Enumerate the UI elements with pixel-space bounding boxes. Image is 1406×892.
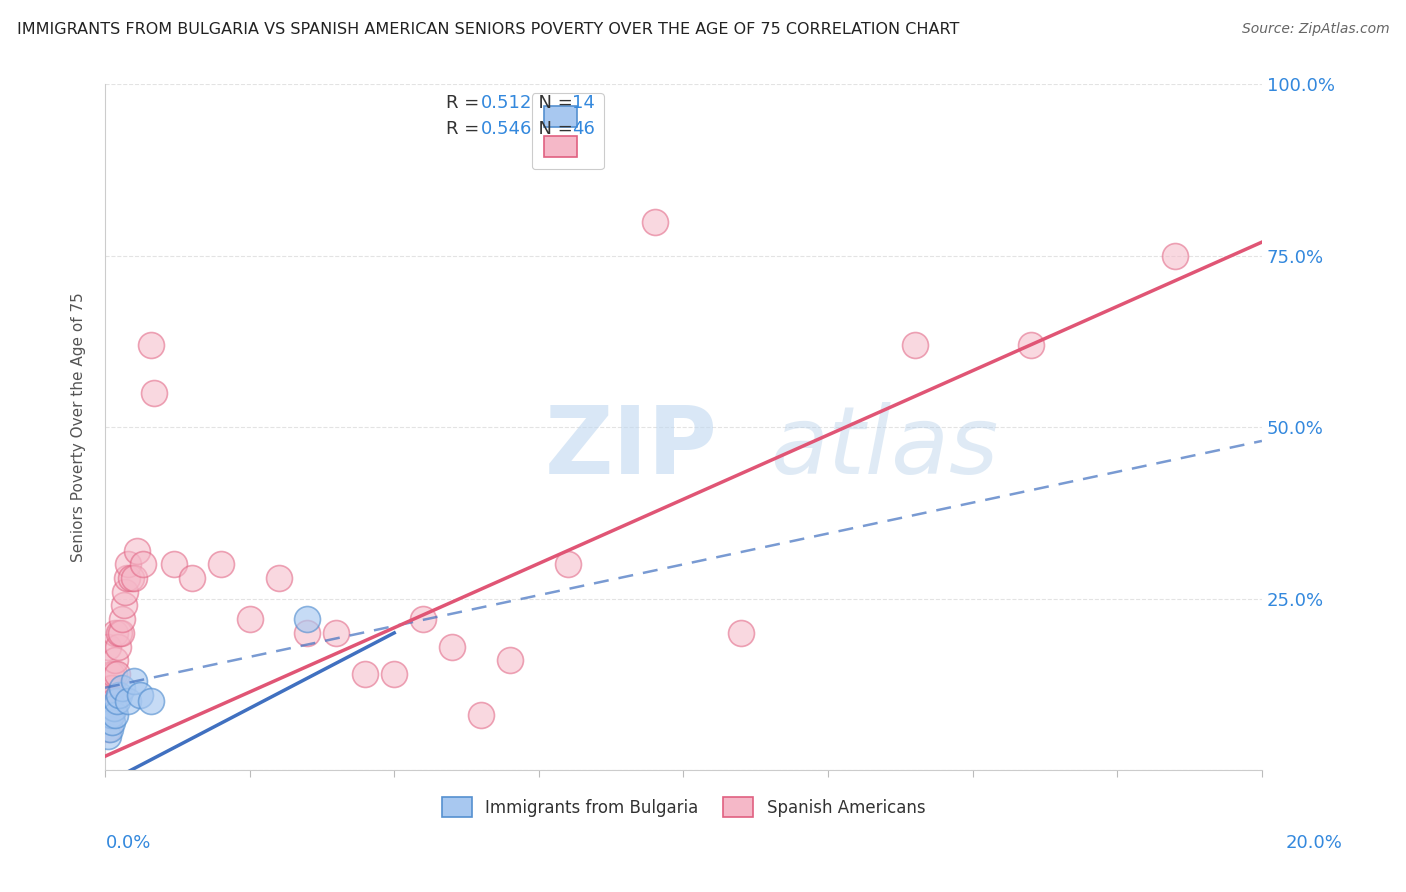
Point	[100, 708, 122, 723]
Text: 46: 46	[572, 120, 595, 137]
Point	[104, 708, 127, 723]
Legend: Immigrants from Bulgaria, Spanish Americans: Immigrants from Bulgaria, Spanish Americ…	[434, 791, 932, 823]
Point	[141, 338, 163, 352]
Point	[108, 626, 131, 640]
Text: 14: 14	[572, 95, 595, 112]
Text: atlas: atlas	[770, 402, 998, 493]
Point	[97, 722, 120, 736]
Point	[105, 694, 128, 708]
Text: 0.546: 0.546	[481, 120, 533, 137]
Point	[412, 612, 434, 626]
Point	[128, 688, 150, 702]
Point	[163, 558, 186, 572]
Point	[143, 386, 166, 401]
Point	[111, 681, 134, 695]
Point	[98, 694, 121, 708]
Point	[125, 543, 148, 558]
Text: N =: N =	[527, 120, 579, 137]
Text: 0.512: 0.512	[481, 95, 533, 112]
Point	[122, 673, 145, 688]
Point	[100, 667, 122, 681]
Point	[297, 612, 319, 626]
Text: 20.0%: 20.0%	[1286, 834, 1343, 852]
Point	[98, 722, 121, 736]
Point	[499, 653, 522, 667]
Point	[644, 214, 666, 228]
Text: IMMIGRANTS FROM BULGARIA VS SPANISH AMERICAN SENIORS POVERTY OVER THE AGE OF 75 : IMMIGRANTS FROM BULGARIA VS SPANISH AMER…	[17, 22, 959, 37]
Point	[1019, 338, 1042, 352]
Point	[105, 667, 128, 681]
Text: ZIP: ZIP	[544, 401, 717, 494]
Point	[297, 626, 319, 640]
Point	[117, 558, 139, 572]
Point	[103, 667, 125, 681]
Point	[209, 558, 232, 572]
Point	[96, 708, 118, 723]
Point	[117, 694, 139, 708]
Point	[122, 571, 145, 585]
Point	[97, 640, 120, 654]
Point	[120, 571, 142, 585]
Point	[382, 667, 405, 681]
Point	[325, 626, 347, 640]
Text: Source: ZipAtlas.com: Source: ZipAtlas.com	[1241, 22, 1389, 37]
Point	[107, 640, 129, 654]
Point	[103, 701, 125, 715]
Point	[730, 626, 752, 640]
Point	[141, 694, 163, 708]
Text: R =: R =	[446, 95, 485, 112]
Text: N =: N =	[527, 95, 579, 112]
Point	[180, 571, 202, 585]
Point	[104, 653, 127, 667]
Point	[441, 640, 464, 654]
Point	[97, 729, 120, 743]
Point	[98, 681, 121, 695]
Point	[239, 612, 262, 626]
Text: R =: R =	[446, 120, 485, 137]
Point	[114, 584, 136, 599]
Point	[557, 558, 579, 572]
Y-axis label: Seniors Poverty Over the Age of 75: Seniors Poverty Over the Age of 75	[72, 293, 86, 562]
Point	[100, 708, 122, 723]
Text: 0.0%: 0.0%	[105, 834, 150, 852]
Point	[470, 708, 492, 723]
Point	[904, 338, 927, 352]
Point	[103, 694, 125, 708]
Point	[104, 626, 127, 640]
Point	[112, 599, 135, 613]
Point	[111, 612, 134, 626]
Point	[1164, 249, 1187, 263]
Point	[108, 688, 131, 702]
Point	[101, 681, 124, 695]
Point	[110, 626, 132, 640]
Point	[354, 667, 377, 681]
Point	[101, 714, 124, 729]
Point	[115, 571, 138, 585]
Point	[267, 571, 290, 585]
Point	[131, 558, 153, 572]
